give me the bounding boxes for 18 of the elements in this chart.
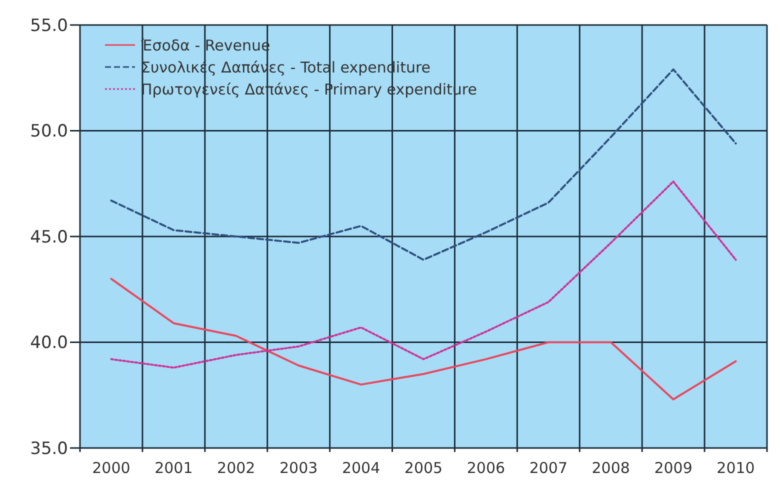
y-tick-label: 35.0 bbox=[30, 438, 68, 459]
y-tick-label: 50.0 bbox=[30, 122, 68, 142]
x-tick-label: 2004 bbox=[342, 459, 380, 477]
x-tick-label: 2003 bbox=[279, 459, 318, 477]
y-tick-label: 45.0 bbox=[30, 227, 68, 248]
x-tick-label: 2006 bbox=[466, 459, 506, 477]
x-tick-label: 2008 bbox=[592, 459, 630, 477]
y-tick-label: 40.0 bbox=[30, 333, 68, 354]
x-tick-label: 2000 bbox=[92, 459, 130, 477]
x-tick-label: 2001 bbox=[154, 459, 193, 477]
y-tick-label: 55.0 bbox=[30, 16, 68, 36]
x-tick-label: 2007 bbox=[529, 459, 568, 477]
line-series bbox=[110, 278, 737, 400]
x-tick-label: 2009 bbox=[654, 459, 692, 477]
x-tick-label: 2002 bbox=[217, 459, 256, 477]
x-tick-label: 2010 bbox=[716, 459, 755, 477]
line-series bbox=[110, 180, 737, 369]
x-tick-label: 2005 bbox=[404, 459, 443, 477]
